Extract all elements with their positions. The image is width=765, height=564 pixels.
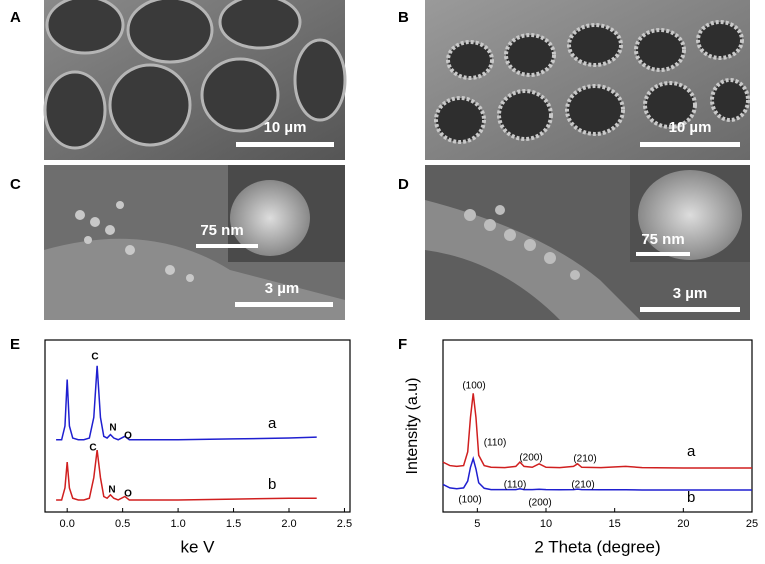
x-tick-label: 15	[609, 518, 621, 530]
peak-annotation: (110)	[484, 438, 507, 449]
panel-label: D	[398, 176, 409, 193]
x-tick-label: 2.5	[337, 518, 352, 530]
plot-frame	[442, 339, 753, 513]
sem-image-b: 10 µm	[425, 0, 750, 160]
panel-label: E	[10, 336, 20, 353]
peak-annotation: O	[124, 489, 132, 500]
peak-annotation: C	[91, 352, 98, 363]
series-line	[56, 449, 317, 501]
series-label: b	[268, 476, 276, 493]
scale-bar-label: 10 µm	[264, 119, 307, 136]
inset-scale-bar-label: 75 nm	[641, 231, 684, 248]
x-tick-label: 2.0	[281, 518, 296, 530]
x-tick-label: 0.5	[115, 518, 130, 530]
x-tick-label: 1.0	[170, 518, 185, 530]
panel-label: C	[10, 176, 21, 193]
series-line	[442, 456, 752, 491]
scale-bar-label: 10 µm	[669, 119, 712, 136]
scale-bar-label: 3 µm	[673, 285, 708, 302]
peak-annotation: (210)	[573, 454, 596, 465]
sem-image-c: 75 nm 3 µm	[44, 165, 345, 320]
x-tick-label: 0.0	[60, 518, 75, 530]
peak-annotation: C	[89, 443, 96, 454]
x-tick-label: 25	[746, 518, 758, 530]
panel-label: A	[10, 9, 21, 26]
plot-frame	[44, 339, 351, 513]
peak-annotation: (210)	[571, 480, 594, 491]
panel-label: B	[398, 9, 409, 26]
panel-label: F	[398, 336, 407, 353]
series-label: a	[687, 443, 696, 460]
scale-bar-label: 3 µm	[265, 280, 300, 297]
peak-annotation: (100)	[462, 381, 485, 392]
series-line	[442, 393, 752, 469]
series-line	[56, 365, 317, 441]
peak-annotation: (200)	[519, 453, 542, 464]
inset-scale-bar-label: 75 nm	[200, 222, 243, 239]
y-axis-label: Intensity (a.u)	[404, 378, 421, 475]
x-tick-label: 20	[677, 518, 689, 530]
x-tick-label: 10	[540, 518, 552, 530]
peak-annotation: O	[124, 431, 132, 442]
sem-image-d: 75 nm 3 µm	[425, 165, 750, 320]
series-label: a	[268, 415, 277, 432]
x-tick-label: 5	[474, 518, 480, 530]
peak-annotation: (100)	[458, 495, 481, 506]
x-axis-label: 2 Theta (degree)	[534, 537, 660, 556]
peak-annotation: (110)	[504, 480, 527, 491]
x-tick-label: 1.5	[226, 518, 241, 530]
peak-annotation: N	[108, 485, 115, 496]
peak-annotation: (200)	[528, 498, 551, 509]
peak-annotation: N	[109, 423, 116, 434]
series-label: b	[687, 489, 695, 506]
x-axis-label: ke V	[180, 537, 215, 556]
sem-image-a: 10 µm	[43, 0, 347, 160]
